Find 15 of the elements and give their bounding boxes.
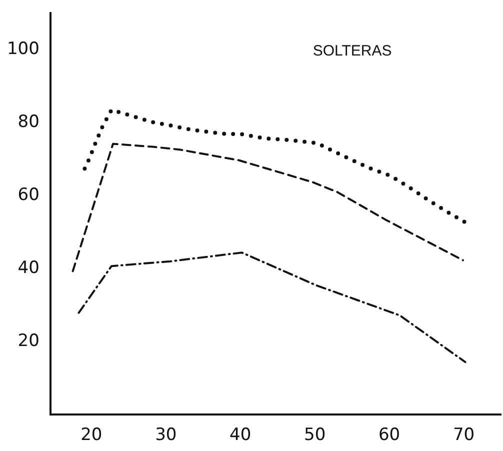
- y-tick-label: 80: [18, 112, 40, 132]
- line-series: [82, 108, 468, 224]
- x-tick-label: 40: [230, 425, 252, 446]
- x-tick-label: 30: [155, 425, 177, 446]
- annotation: SOLTERAS: [312, 42, 392, 60]
- y-tick-label: 40: [18, 258, 40, 278]
- line-series: [72, 142, 464, 272]
- x-tick-label: 50: [304, 425, 326, 446]
- x-tick-label: 20: [80, 425, 102, 446]
- x-tick-label: 70: [452, 425, 475, 446]
- y-tick-label: 60: [18, 185, 40, 206]
- line-series: [78, 252, 466, 364]
- y-tick-label: 100: [6, 39, 40, 60]
- x-tick-label: 60: [378, 425, 400, 446]
- y-tick-label: 20: [18, 331, 40, 352]
